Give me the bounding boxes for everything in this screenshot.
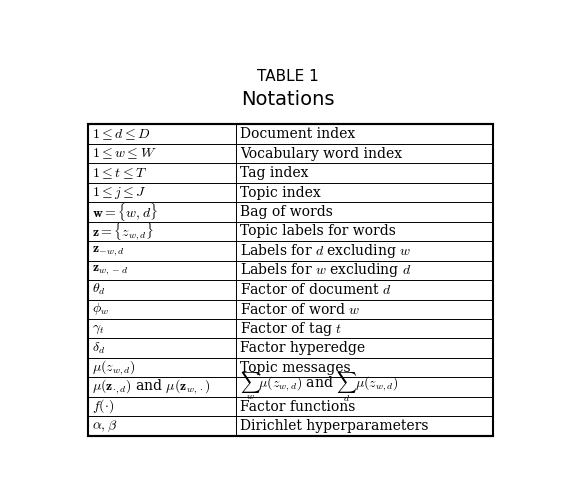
Text: Factor of word $w$: Factor of word $w$ [240,302,360,317]
Text: Factor hyperedge: Factor hyperedge [240,341,365,355]
Text: Tag index: Tag index [240,166,309,180]
Text: Vocabulary word index: Vocabulary word index [240,147,402,161]
Text: $\phi_w$: $\phi_w$ [92,301,109,317]
Text: $\theta_d$: $\theta_d$ [92,282,106,298]
Text: $1 \leq d \leq D$: $1 \leq d \leq D$ [92,126,151,142]
Text: Factor functions: Factor functions [240,400,355,414]
Text: $f(\cdot)$: $f(\cdot)$ [92,398,114,416]
Text: $1 \leq w \leq W$: $1 \leq w \leq W$ [92,146,157,161]
Text: Notations: Notations [241,90,335,109]
Text: $1 \leq t \leq T$: $1 \leq t \leq T$ [92,166,147,181]
Text: $\delta_d$: $\delta_d$ [92,340,105,356]
Text: $\alpha, \beta$: $\alpha, \beta$ [92,418,117,434]
Text: Topic labels for words: Topic labels for words [240,225,396,239]
Text: Topic index: Topic index [240,186,321,199]
Text: $\mu(z_{w,d})$: $\mu(z_{w,d})$ [92,358,135,377]
Text: $\mathbf{w} = \{w, d\}$: $\mathbf{w} = \{w, d\}$ [92,201,158,223]
Text: Document index: Document index [240,127,355,141]
Text: $1 \leq j \leq J$: $1 \leq j \leq J$ [92,185,147,200]
Text: Bag of words: Bag of words [240,205,333,219]
Text: Dirichlet hyperparameters: Dirichlet hyperparameters [240,419,428,433]
Text: Factor of document $d$: Factor of document $d$ [240,282,392,297]
Text: $\mathbf{z}_{w,-d}$: $\mathbf{z}_{w,-d}$ [92,263,128,277]
Text: TABLE 1: TABLE 1 [257,69,319,84]
Text: Labels for $w$ excluding $d$: Labels for $w$ excluding $d$ [240,261,411,279]
Text: Topic messages: Topic messages [240,361,351,374]
Text: Labels for $d$ excluding $w$: Labels for $d$ excluding $w$ [240,242,411,260]
Text: $\mu(\mathbf{z}_{\cdot,d})$ and $\mu(\mathbf{z}_{w,\cdot})$: $\mu(\mathbf{z}_{\cdot,d})$ and $\mu(\ma… [92,377,211,396]
Text: $\gamma_t$: $\gamma_t$ [92,322,105,336]
Text: $\mathbf{z} = \{z_{w,d}\}$: $\mathbf{z} = \{z_{w,d}\}$ [92,220,154,243]
Bar [88,124,493,435]
Text: Factor of tag $t$: Factor of tag $t$ [240,320,342,338]
Text: $\mathbf{z}_{-w,d}$: $\mathbf{z}_{-w,d}$ [92,244,125,258]
Text: $\sum_w \mu(z_{w,d})$ and $\sum_d \mu(z_{w,d})$: $\sum_w \mu(z_{w,d})$ and $\sum_d \mu(z_… [240,370,398,404]
